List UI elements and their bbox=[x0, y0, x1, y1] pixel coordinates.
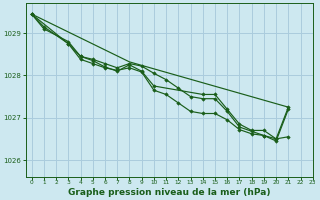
X-axis label: Graphe pression niveau de la mer (hPa): Graphe pression niveau de la mer (hPa) bbox=[68, 188, 270, 197]
